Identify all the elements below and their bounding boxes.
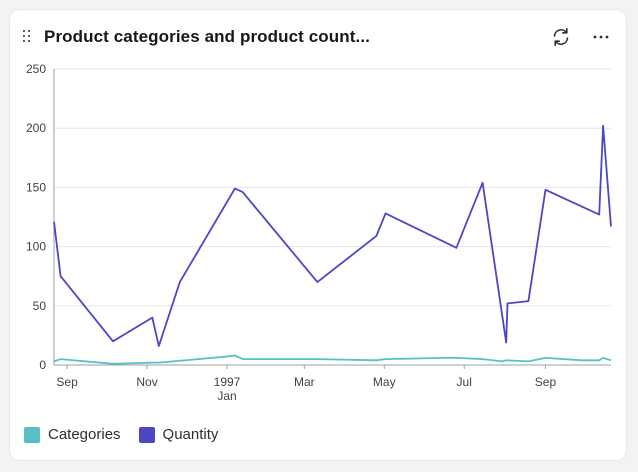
card-header: Product categories and product count...: [10, 10, 626, 64]
legend-swatch: [24, 426, 40, 443]
y-tick-label: 100: [26, 240, 46, 254]
card-title: Product categories and product count...: [44, 27, 370, 46]
drag-handle-icon[interactable]: [23, 30, 33, 44]
chart-card: Product categories and product count... …: [10, 10, 626, 460]
refresh-button[interactable]: [548, 24, 574, 50]
chart-grid: [53, 68, 611, 366]
y-tick-label: 50: [33, 299, 47, 313]
y-tick-label: 150: [26, 180, 46, 194]
legend-item-categories[interactable]: Categories: [24, 426, 121, 443]
x-tick-label: 1997: [214, 375, 241, 389]
legend-label: Categories: [48, 426, 121, 443]
chart-series: [53, 124, 612, 365]
x-tick-label: Sep: [535, 375, 557, 389]
x-tick-label: Sep: [56, 375, 78, 389]
y-tick-label: 200: [26, 121, 46, 135]
legend-label: Quantity: [162, 426, 219, 443]
series-line-quantity[interactable]: [53, 124, 612, 347]
more-horizontal-icon: [593, 35, 609, 39]
x-tick-label: Jul: [457, 375, 472, 389]
legend-item-quantity[interactable]: Quantity: [138, 426, 219, 443]
chart-legend: Categories Quantity: [24, 426, 236, 443]
y-tick-label: 0: [39, 358, 46, 372]
series-line-categories[interactable]: [53, 354, 612, 365]
x-tick-sublabel: Jan: [217, 389, 236, 403]
refresh-icon: [553, 27, 569, 47]
x-tick-label: May: [373, 375, 396, 389]
y-axis: 0 50 100 150 200 250: [26, 62, 46, 372]
y-tick-label: 250: [26, 62, 46, 76]
x-tick-label: Mar: [294, 375, 315, 389]
more-options-button[interactable]: [588, 24, 614, 50]
x-tick-label: Nov: [136, 375, 157, 389]
legend-swatch: [138, 426, 155, 443]
